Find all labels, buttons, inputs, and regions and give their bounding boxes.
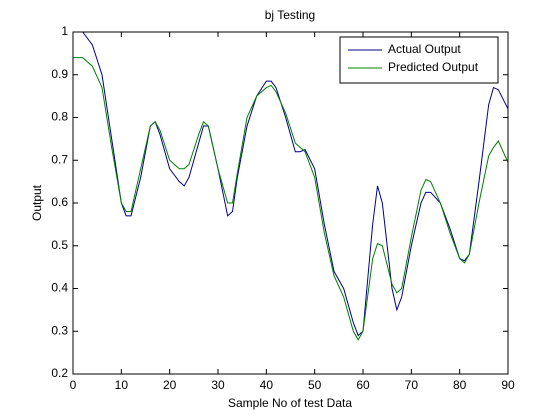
- x-tick-label: 10: [115, 378, 129, 392]
- y-tick-label: 0.4: [51, 281, 68, 295]
- chart-title: bj Testing: [265, 8, 315, 22]
- y-tick-label: 0.7: [51, 152, 68, 166]
- x-tick-label: 70: [405, 378, 419, 392]
- legend-label: Predicted Output: [388, 60, 479, 74]
- y-tick-label: 0.9: [51, 67, 68, 81]
- plot-frame: [72, 31, 509, 375]
- x-tick-label: 90: [501, 378, 515, 392]
- x-axis-label: Sample No of test Data: [228, 396, 352, 410]
- x-tick-label: 60: [356, 378, 370, 392]
- y-tick-label: 0.3: [51, 323, 68, 337]
- x-tick-label: 50: [308, 378, 322, 392]
- x-tick-label: 0: [70, 378, 77, 392]
- x-tick-label: 20: [163, 378, 177, 392]
- y-tick-label: 0.8: [51, 110, 68, 124]
- x-tick-label: 40: [260, 378, 274, 392]
- line-series: [73, 57, 509, 341]
- x-tick-label: 80: [453, 378, 467, 392]
- y-tick-label: 1: [61, 24, 68, 38]
- legend-label: Actual Output: [388, 42, 461, 56]
- y-tick-label: 0.2: [51, 366, 68, 380]
- y-tick-label: 0.5: [51, 238, 68, 252]
- y-tick-label: 0.6: [51, 195, 68, 209]
- y-axis-label: Output: [30, 184, 44, 221]
- legend-box: [339, 36, 499, 84]
- x-tick-label: 30: [211, 378, 225, 392]
